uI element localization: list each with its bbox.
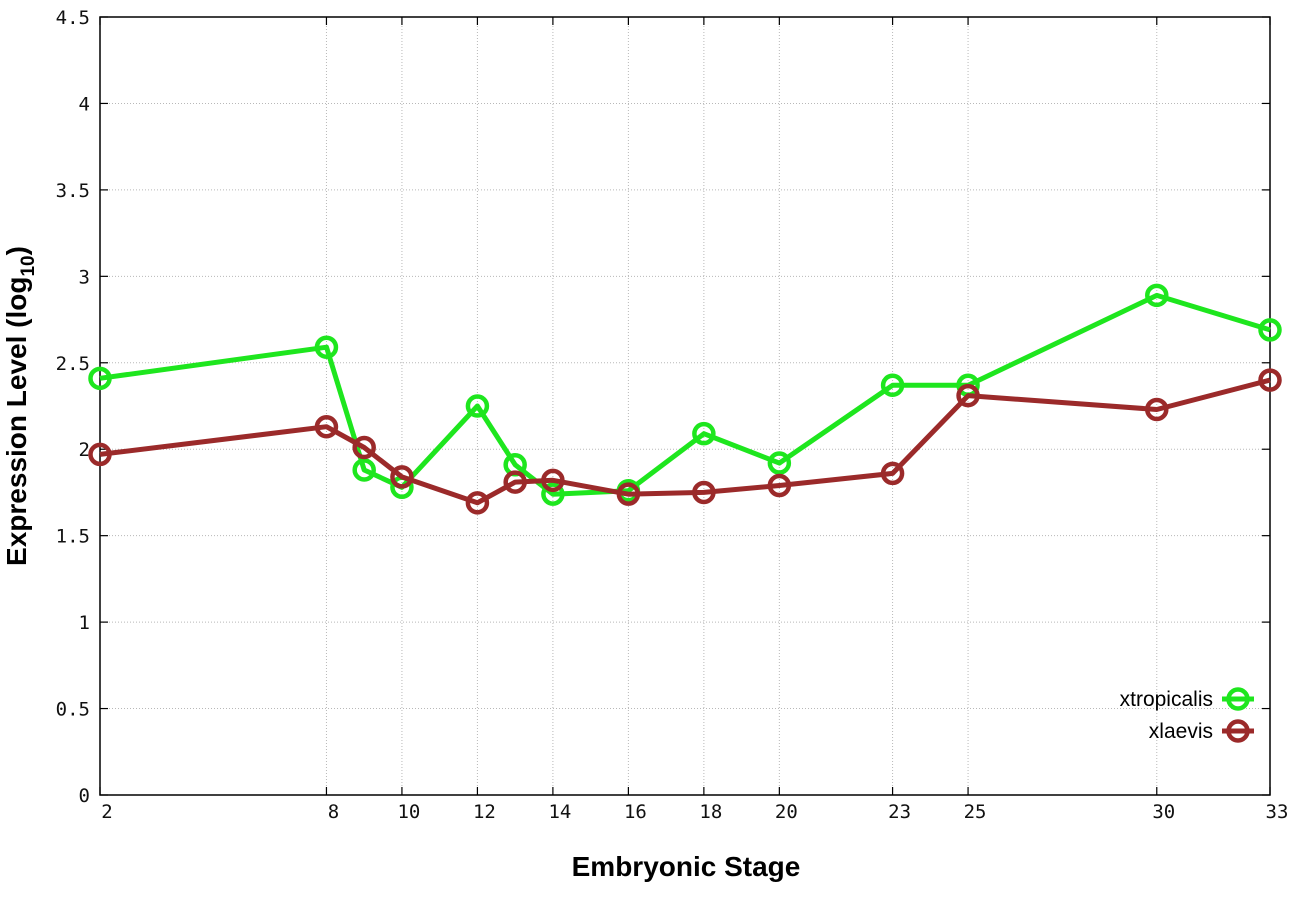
data-point (541, 468, 565, 493)
y-tick-label: 4 (79, 93, 90, 115)
y-axis-title-main: Expression Level (log (1, 277, 32, 566)
y-tick-labels: 0 0.5 1 1.5 2 2.5 3 3.5 4 4.5 (56, 7, 90, 807)
series-layer (88, 283, 1282, 515)
data-point (88, 442, 112, 467)
data-point (88, 366, 112, 391)
data-point (352, 458, 376, 482)
x-tick-label: 10 (397, 801, 420, 823)
data-point (1145, 283, 1169, 308)
x-tick-label: 2 (101, 801, 112, 823)
legend: xtropicalis xlaevis (1120, 687, 1254, 743)
data-point (880, 373, 905, 398)
data-point (956, 383, 980, 408)
legend-label: xtropicalis (1120, 688, 1213, 711)
y-axis-title-close: ) (1, 246, 32, 255)
x-tick-label: 8 (328, 801, 339, 823)
legend-item: xtropicalis (1120, 687, 1254, 711)
data-point (390, 465, 414, 489)
x-tick-label: 12 (473, 801, 496, 823)
data-point (1145, 397, 1169, 422)
series-line (99, 377, 1271, 506)
x-tick-labels: 2 8 10 12 14 16 18 20 23 25 30 33 (101, 801, 1288, 823)
series-xlaevis (88, 368, 1282, 515)
x-tick-label: 14 (548, 801, 571, 823)
y-axis-title: Expression Level (log10) (1, 246, 39, 566)
data-point (352, 435, 376, 460)
data-point (616, 482, 641, 506)
y-tick-label: 1 (79, 612, 90, 634)
legend-swatch-marker (1226, 719, 1250, 743)
x-tick-label: 20 (775, 801, 798, 823)
data-point (541, 482, 565, 506)
data-point (692, 480, 716, 505)
plot-frame (99, 16, 1271, 796)
legend-item: xlaevis (1149, 719, 1254, 743)
y-tick-label: 3 (79, 266, 90, 288)
legend-label: xlaevis (1149, 720, 1213, 743)
series-line (99, 292, 1271, 497)
y-tick-label: 4.5 (56, 7, 90, 29)
y-tick-label: 2.5 (56, 353, 90, 375)
x-tick-label: 18 (699, 801, 722, 823)
data-point (1258, 368, 1282, 392)
axis-ticks (99, 16, 1271, 796)
x-tick-label: 16 (624, 801, 647, 823)
y-tick-label: 0.5 (56, 699, 90, 721)
data-point (692, 421, 716, 446)
data-point (465, 491, 490, 515)
data-point (767, 473, 792, 498)
data-point (1258, 318, 1282, 342)
y-axis-title-subscript: 10 (18, 255, 39, 276)
grid (100, 17, 1270, 795)
data-point (314, 414, 339, 439)
x-tick-label: 25 (964, 801, 987, 823)
x-tick-label: 33 (1266, 801, 1289, 823)
data-point (314, 335, 339, 359)
series-xtropicalis (88, 283, 1282, 506)
x-tick-label: 30 (1152, 801, 1175, 823)
x-axis-title: Embryonic Stage (572, 851, 801, 882)
y-tick-label: 1.5 (56, 526, 90, 548)
data-point (503, 470, 527, 494)
data-point (880, 461, 905, 486)
data-point (465, 394, 490, 418)
x-tick-label: 23 (888, 801, 911, 823)
y-tick-label: 0 (79, 785, 90, 807)
y-tick-label: 2 (79, 439, 90, 461)
y-tick-label: 3.5 (56, 180, 90, 202)
legend-swatch-marker (1226, 687, 1250, 711)
data-point (767, 451, 792, 475)
